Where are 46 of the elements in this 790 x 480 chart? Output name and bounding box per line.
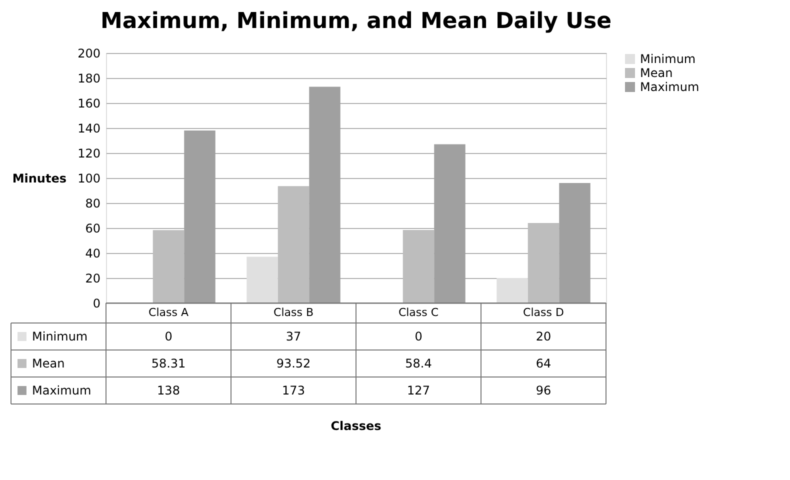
x-tick-label: Class B — [274, 306, 314, 319]
legend-label: Minimum — [32, 330, 88, 344]
data-label: 58.4 — [405, 356, 432, 370]
y-tick-label: 60 — [85, 222, 100, 236]
text: Maximum — [32, 384, 92, 398]
x-tick-label: Class C — [398, 306, 439, 319]
bar — [559, 183, 590, 303]
bar — [528, 223, 560, 303]
y-tick-label: 100 — [78, 172, 100, 186]
y-tick-label: 80 — [85, 196, 100, 210]
text: Classes — [330, 419, 382, 433]
data-label: 173 — [282, 384, 305, 398]
bar — [309, 86, 340, 303]
bar — [246, 256, 278, 303]
y-tick-label: 40 — [85, 246, 100, 260]
bar — [184, 130, 216, 303]
y-tick-label: 20 — [85, 272, 100, 286]
y-tick-label: 200 — [78, 46, 100, 60]
data-label: 127 — [407, 384, 430, 398]
data-label: 37 — [286, 330, 302, 344]
text: Minimum — [640, 52, 696, 66]
data-label: 0 — [414, 330, 422, 344]
data-label: 20 — [536, 330, 552, 344]
bar — [434, 144, 466, 303]
data-label: 93.52 — [276, 356, 311, 370]
y-tick-label: 180 — [78, 72, 100, 86]
x-tick-label: Class D — [523, 306, 564, 319]
y-tick-label: 140 — [78, 122, 100, 136]
y-axis-title: Minutes — [12, 172, 66, 186]
data-label: 58.31 — [151, 356, 186, 370]
legend-label: Maximum — [640, 80, 700, 94]
legend-label: Mean — [32, 356, 65, 370]
data-label: 96 — [536, 384, 552, 398]
y-tick-label: 120 — [78, 146, 100, 160]
y-tick-label: 0 — [92, 296, 100, 310]
bar — [496, 278, 528, 303]
y-tick-label: 160 — [78, 96, 100, 110]
text: Mean — [640, 66, 673, 80]
bar — [278, 186, 310, 303]
bar — [152, 230, 184, 303]
data-label: 0 — [164, 330, 172, 344]
data-label: 64 — [536, 356, 552, 370]
x-tick-label: Class A — [148, 306, 189, 319]
chart-title: Maximum, Minimum, and Mean Daily Use — [100, 9, 612, 34]
data-label: 138 — [157, 384, 180, 398]
bar — [402, 230, 434, 303]
